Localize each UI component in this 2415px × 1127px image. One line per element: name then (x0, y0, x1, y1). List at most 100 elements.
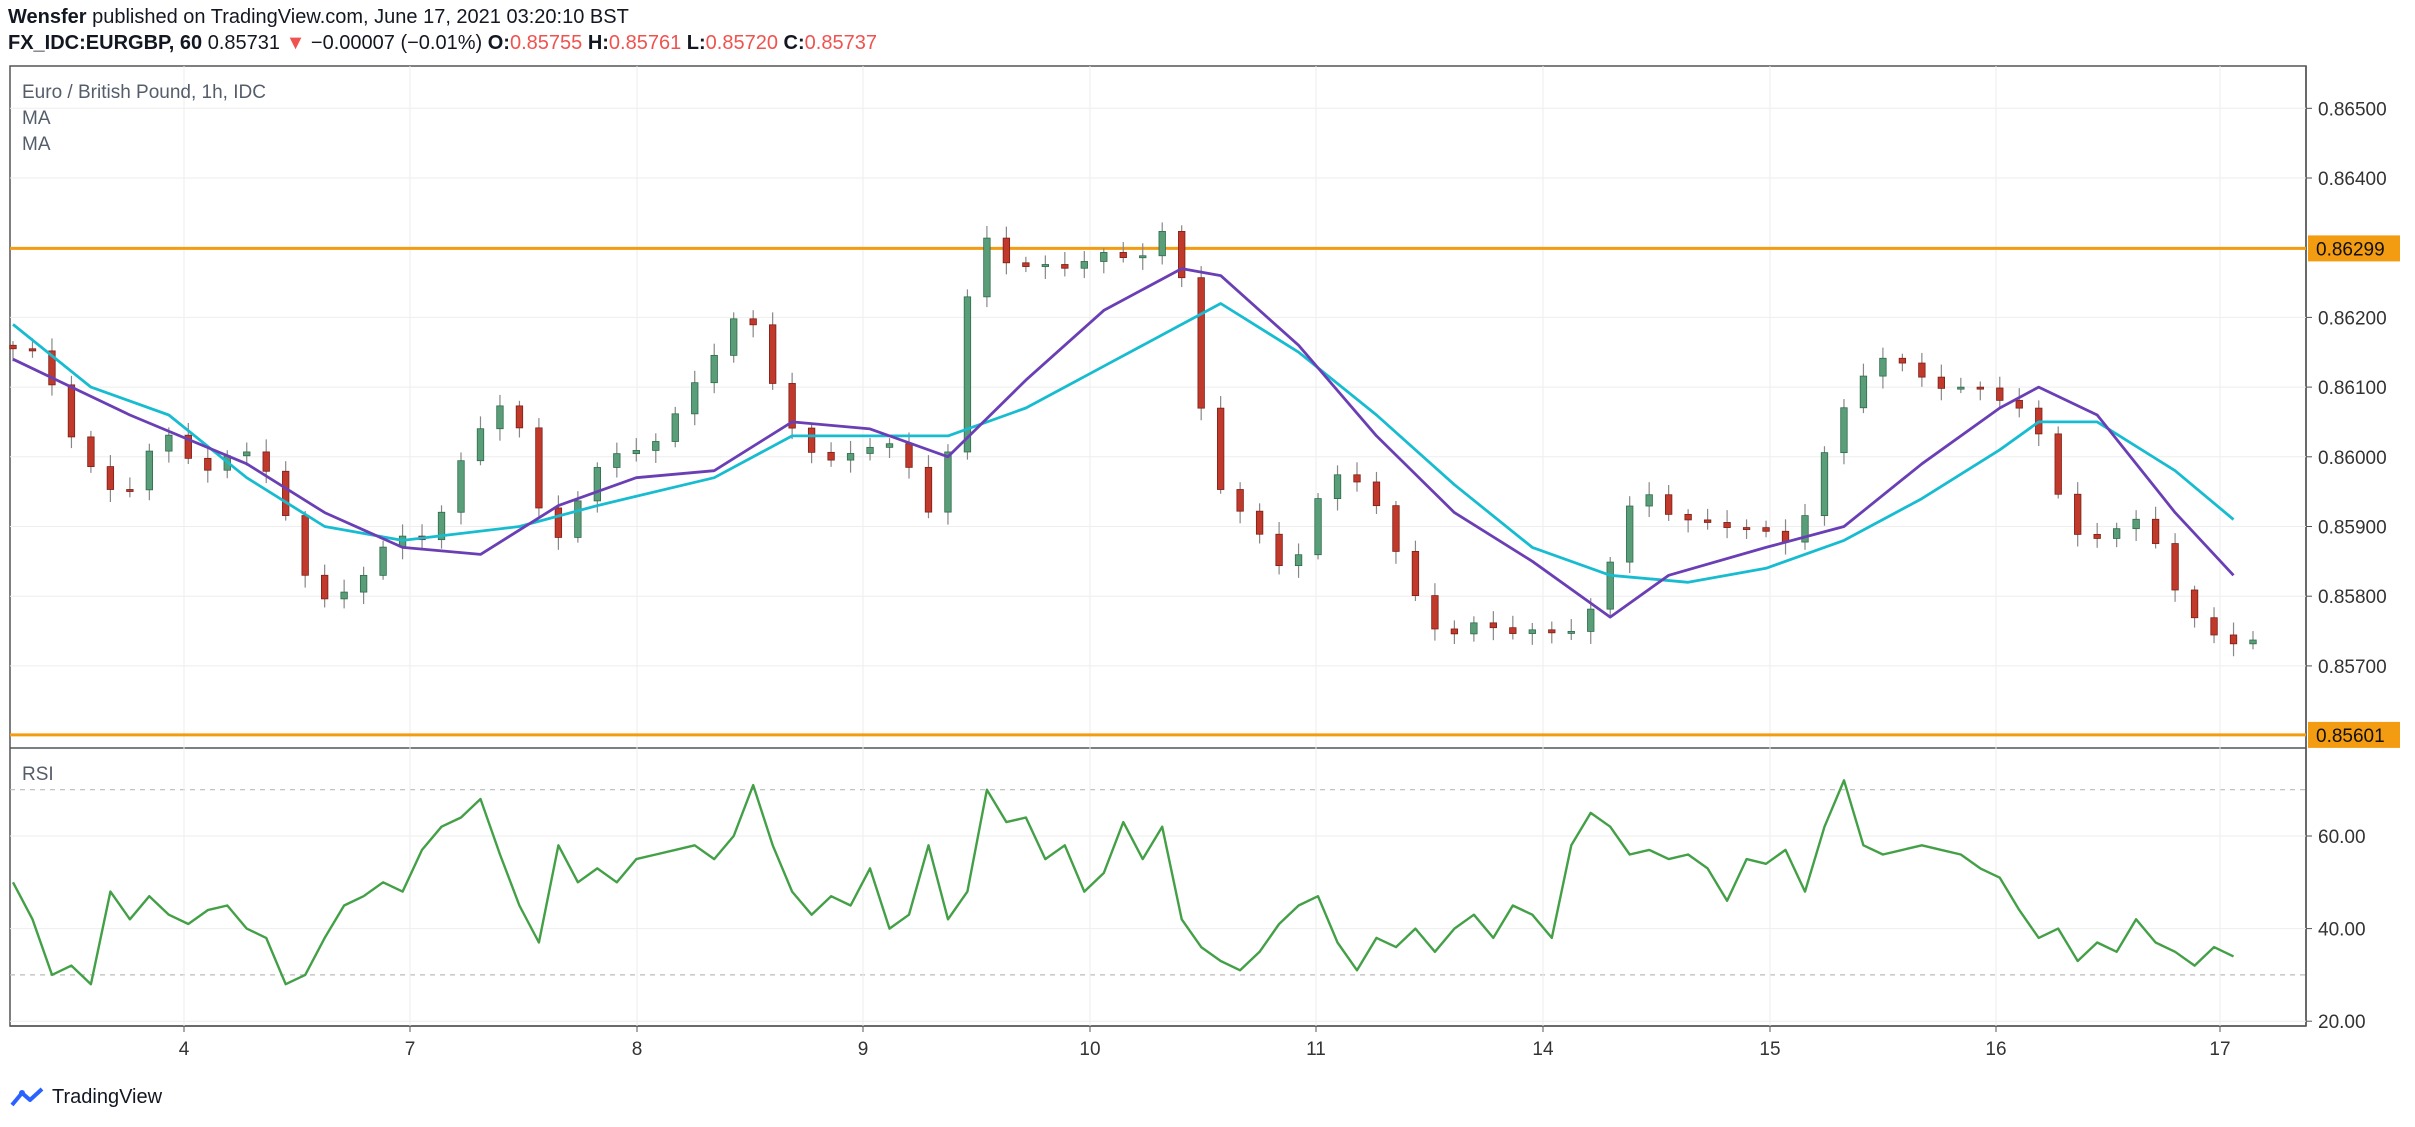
candle-body (1489, 622, 1497, 629)
level-price-label: 0.85601 (2316, 726, 2385, 747)
candle-body (1002, 237, 1011, 264)
candle-body (379, 546, 387, 576)
candle-body (827, 451, 835, 461)
candle-body (1509, 627, 1517, 634)
brand-name: TradingView (52, 1085, 163, 1108)
ma-slow-line (12, 302, 2235, 584)
rsi-tick-label: 20.00 (2318, 1012, 2366, 1033)
publisher-name[interactable]: Wensfer (8, 6, 87, 28)
candle-body (535, 427, 543, 509)
candle-body (924, 466, 933, 513)
candle-body (788, 383, 796, 429)
branding[interactable]: TradingView (10, 1085, 162, 1109)
candle-body (301, 515, 309, 576)
price-axis[interactable]: 0.85700 0.85800 0.85900 0.86000 0.86100 0.862… (2306, 99, 2387, 1033)
candle-body (282, 470, 290, 516)
price-change: −0.00007 (−0.01%) (310, 32, 483, 54)
tradingview-logo-icon (10, 1087, 44, 1107)
chart-frame (9, 65, 2307, 1027)
candle-body (67, 384, 76, 438)
time-tick-label: 15 (1759, 1039, 1780, 1060)
horizontal-levels[interactable]: 0.86299 0.85601 (10, 235, 2400, 748)
candle-body (359, 574, 368, 593)
candle-body (1372, 481, 1381, 507)
candle-body (1294, 554, 1303, 567)
change-down-icon: ▼ (285, 32, 306, 54)
candle-body (437, 511, 446, 541)
candle-body (730, 318, 738, 356)
candle-body (1431, 595, 1439, 630)
candle-body (106, 466, 115, 490)
price-tick-label: 0.86000 (2318, 448, 2387, 469)
open-label: O: (487, 32, 510, 54)
candle-body (1723, 522, 1731, 528)
candle-body (1100, 252, 1108, 262)
candle-body (1158, 230, 1166, 257)
published-text: published on TradingView.com, June 17, 2… (92, 6, 629, 28)
candle-body (1450, 628, 1459, 635)
candle-body (1236, 489, 1244, 512)
candle-body (1879, 357, 1887, 377)
level-price-tag (2308, 721, 2400, 748)
candle-body (652, 441, 660, 451)
level-price-tag (2308, 235, 2400, 262)
candlesticks (9, 222, 2257, 657)
candle-body (1918, 362, 1926, 378)
level-price-label: 0.86299 (2316, 239, 2385, 260)
candle-body (2093, 533, 2101, 539)
candle-body (1957, 386, 1965, 390)
candle-body (204, 457, 212, 471)
price-tick-label: 0.85700 (2318, 657, 2387, 678)
candle-body (1061, 264, 1069, 269)
candle-body (2151, 518, 2160, 544)
candle-body (1587, 608, 1595, 632)
time-tick-label: 11 (1306, 1039, 1326, 1060)
low-value: 0.85720 (705, 32, 778, 54)
candle-body (243, 451, 251, 457)
candle-body (1742, 527, 1751, 530)
candle-body (9, 344, 17, 350)
candle-body (1567, 631, 1575, 634)
time-tick-label: 14 (1532, 1039, 1554, 1060)
candle-body (885, 443, 894, 448)
grid (10, 66, 2306, 1026)
rsi-legend[interactable]: RSI (22, 764, 54, 785)
candle-body (1820, 452, 1829, 517)
candle-body (1139, 255, 1147, 259)
last-price: 0.85731 (207, 32, 280, 54)
candle-body (1080, 261, 1088, 269)
candle-body (691, 382, 699, 415)
candle-body (1255, 510, 1264, 535)
ma-legend-1[interactable]: MA (22, 108, 51, 129)
ma-legend-2[interactable]: MA (22, 134, 51, 155)
price-tick-label: 0.86100 (2318, 378, 2387, 399)
high-label: H: (587, 32, 609, 54)
candle-body (1041, 264, 1049, 267)
candle-body (1859, 375, 1868, 409)
candle-body (749, 318, 757, 326)
candle-body (1217, 407, 1225, 490)
candle-body (457, 460, 465, 513)
candle-body (944, 451, 952, 513)
time-tick-label: 10 (1079, 1039, 1100, 1060)
candle-body (1353, 474, 1361, 483)
candle-body (48, 350, 56, 386)
candle-body (1801, 515, 1809, 543)
candle-body (321, 574, 329, 600)
candle-body (2171, 543, 2179, 591)
time-axis[interactable]: 4 7 8 9 10 11 14 15 16 17 (179, 1026, 2231, 1060)
candle-body (1197, 277, 1205, 409)
candle-body (2054, 433, 2062, 495)
candle-body (340, 591, 348, 600)
candle-body (1333, 474, 1342, 499)
candle-body (846, 453, 855, 461)
candle-body (1022, 262, 1030, 267)
rsi-tick-label: 60.00 (2318, 827, 2366, 848)
time-tick-label: 4 (179, 1039, 190, 1060)
price-tick-label: 0.86200 (2318, 308, 2387, 329)
time-tick-label: 16 (1985, 1039, 2006, 1060)
candle-body (632, 450, 640, 455)
candle-body (476, 428, 485, 462)
candle-body (262, 451, 270, 472)
